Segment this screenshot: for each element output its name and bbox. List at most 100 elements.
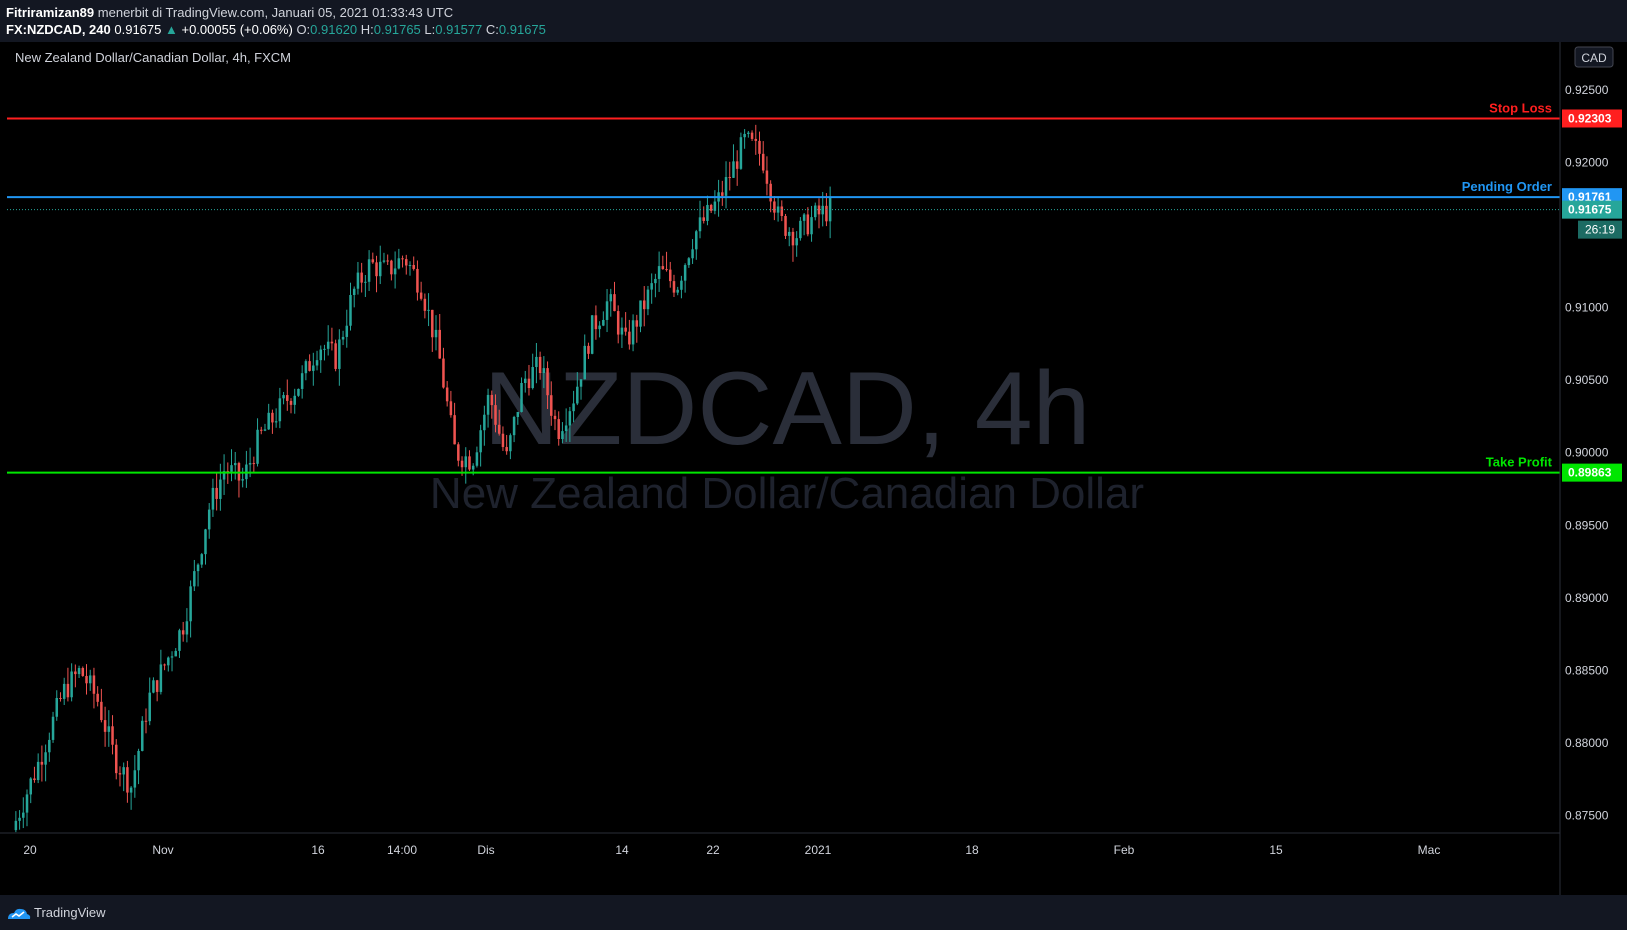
candle-body	[620, 327, 624, 335]
candle-body	[661, 266, 665, 270]
candle-body	[628, 331, 631, 345]
price-tick-label: 0.87500	[1565, 809, 1609, 823]
candle-body	[550, 395, 553, 416]
candle-body	[66, 683, 70, 698]
candle-body	[538, 356, 542, 374]
candle-body	[769, 183, 772, 202]
candle-body	[211, 487, 215, 510]
candle-body	[724, 177, 728, 196]
candle-body	[494, 405, 497, 425]
chart-area[interactable]: NZDCAD, 4h New Zealand Dollar/Canadian D…	[0, 42, 1627, 895]
close-value: 0.91675	[498, 22, 546, 37]
chart-header: Fitriramizan89 menerbit di TradingView.c…	[0, 0, 1627, 42]
price-chart[interactable]: NZDCAD, 4h New Zealand Dollar/Canadian D…	[0, 42, 1627, 895]
time-axis[interactable]: 20 Nov 16 14:00 Dis 14 22 2021 18 Feb 15 Mac	[23, 843, 1440, 857]
time-tick-label: Nov	[152, 843, 173, 857]
candle-body	[702, 217, 705, 221]
legend-title[interactable]: New Zealand Dollar/Canadian Dollar, 4h, …	[15, 50, 291, 65]
candle-body	[74, 671, 77, 675]
level-label: Pending Order	[1462, 179, 1552, 194]
time-tick-label: 14:00	[387, 843, 417, 857]
footer: TradingView	[0, 895, 1627, 930]
candle-body	[557, 419, 560, 440]
candle-body	[471, 465, 475, 470]
candle-body	[531, 367, 534, 389]
candle-body	[453, 415, 456, 445]
candle-body	[170, 656, 174, 658]
candle-body	[423, 298, 427, 311]
candle-body	[594, 315, 598, 330]
candle-body	[713, 201, 717, 211]
candle-body	[289, 400, 293, 405]
candle-body	[590, 315, 594, 354]
level-price-label: 0.89863	[1568, 466, 1612, 480]
candle-body	[698, 217, 702, 232]
candle-body	[207, 509, 211, 530]
candle-body	[141, 720, 144, 751]
symbol-label[interactable]: FX:NZDCAD, 240	[6, 22, 111, 37]
time-tick-label: 16	[311, 843, 325, 857]
candle-body	[468, 456, 471, 470]
candle-body	[85, 675, 88, 684]
candle-body	[576, 386, 579, 404]
candle-body	[546, 368, 549, 396]
price-tick-label: 0.92000	[1565, 155, 1609, 169]
tradingview-brand[interactable]: TradingView	[34, 905, 106, 920]
candle-body	[483, 414, 486, 431]
currency-badge[interactable]	[1574, 46, 1614, 68]
publish-info: Fitriramizan89 menerbit di TradingView.c…	[6, 5, 453, 20]
candle-body	[51, 716, 55, 740]
candle-body	[750, 132, 754, 139]
candle-body	[29, 778, 32, 795]
candle-body	[300, 373, 304, 389]
candle-body	[787, 231, 791, 236]
candle-body	[486, 394, 490, 415]
low-value: 0.91577	[435, 22, 483, 37]
candle-body	[263, 429, 267, 431]
candle-body	[25, 794, 29, 813]
candle-body	[174, 650, 177, 657]
open-label: O:	[296, 22, 311, 37]
candle-body	[107, 726, 111, 732]
current-price-label: 0.91675	[1568, 203, 1612, 217]
candle-body	[561, 431, 564, 440]
candle-body	[553, 415, 557, 420]
countdown-label: 26:19	[1585, 223, 1615, 237]
price-axis[interactable]: 0.92500 0.92000 0.91000 0.90500 0.90000 0.895…	[1565, 83, 1609, 823]
candle-body	[427, 309, 430, 311]
tradingview-logo-icon[interactable]	[6, 905, 32, 921]
candle-body	[672, 281, 676, 293]
candle-body	[758, 140, 761, 154]
countdown-badge	[1578, 220, 1622, 239]
candle-body	[773, 201, 776, 213]
candle-body	[780, 206, 784, 217]
candle-body	[654, 278, 657, 284]
price-tick-label: 0.92500	[1565, 83, 1609, 97]
candle-body	[33, 778, 36, 781]
candle-body	[367, 259, 371, 282]
price-tick-label: 0.90000	[1565, 446, 1609, 460]
candle-body	[81, 668, 85, 676]
candle-body	[36, 761, 40, 781]
candle-body	[118, 773, 122, 775]
candle-body	[22, 812, 25, 818]
candle-body	[814, 205, 817, 218]
candle-body	[747, 132, 750, 134]
candle-body	[375, 262, 378, 277]
price-tick-label: 0.89500	[1565, 518, 1609, 532]
price-tick-label: 0.89000	[1565, 591, 1609, 605]
candle-body	[605, 301, 609, 320]
candle-body	[129, 787, 133, 793]
candle-body	[345, 325, 349, 337]
candle-body	[338, 339, 341, 369]
candle-body	[631, 320, 635, 345]
candle-body	[799, 220, 802, 239]
candle-body	[252, 463, 256, 465]
candle-body	[639, 300, 642, 327]
candle-body	[479, 430, 482, 453]
candle-body	[438, 329, 441, 359]
watermark-description: New Zealand Dollar/Canadian Dollar	[430, 469, 1144, 518]
candle-body	[297, 388, 300, 396]
author-name[interactable]: Fitriramizan89	[6, 5, 95, 20]
